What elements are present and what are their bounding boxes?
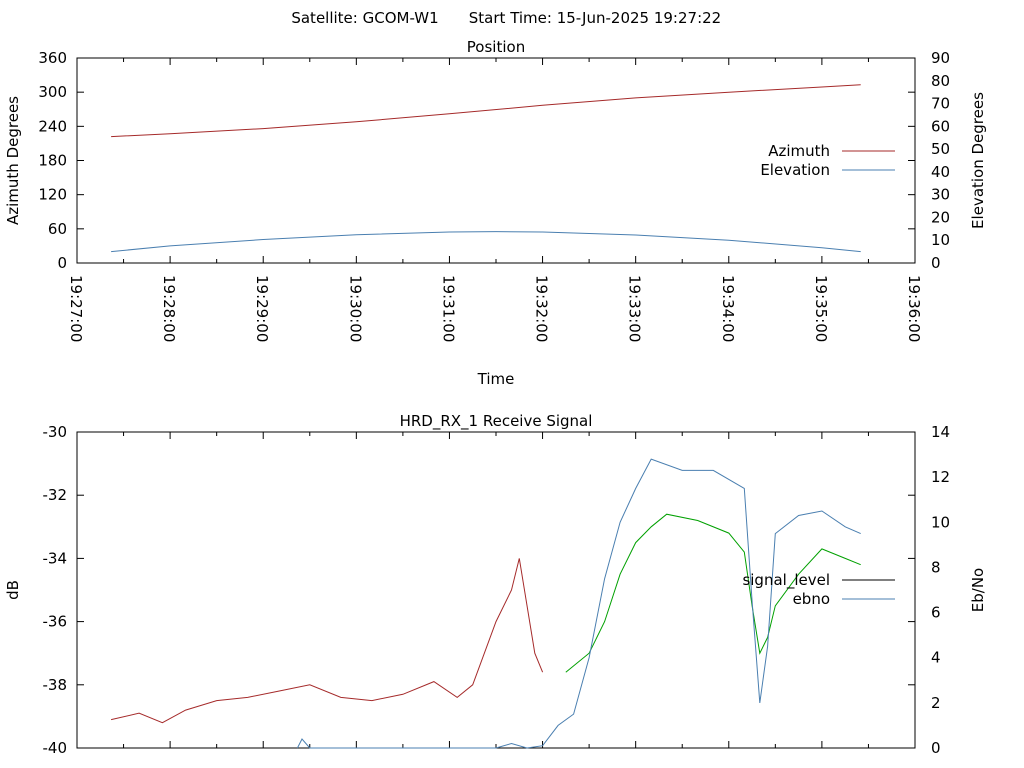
y-tick-label: 300 [38,83,67,101]
figure-title-start-time: Start Time: 15-Jun-2025 19:27:22 [469,9,721,27]
y-tick-label: 240 [38,117,67,135]
legend-label: Azimuth [768,142,830,160]
y2-tick-label: 4 [931,649,941,667]
y2-tick-label: 20 [931,208,950,226]
y-tick-label: -40 [43,739,68,757]
chart-title: HRD_RX_1 Receive Signal [400,412,593,431]
y2-tick-label: 14 [931,423,950,441]
chart-title: Position [467,38,525,56]
y2-tick-label: 2 [931,694,941,712]
y2-tick-label: 12 [931,468,950,486]
y-tick-label: -38 [43,676,68,694]
x-tick-label: 19:30:00 [346,275,364,342]
x-tick-label: 19:31:00 [439,275,457,342]
y-tick-label: 120 [38,186,67,204]
x-tick-label: 19:35:00 [812,275,830,342]
y-tick-label: 360 [38,49,67,67]
x-tick-label: 19:27:00 [67,275,85,342]
receive-signal-plot: HRD_RX_1 Receive Signal -40 -38 -36 -34 -32 -3… [4,412,987,757]
x-tick-label: 19:29:00 [253,275,271,342]
y2-tick-label: 50 [931,140,950,158]
y2-tick-label: 30 [931,186,950,204]
y2-axis-label: Eb/No [969,568,987,612]
legend-label: Elevation [760,161,830,179]
y-axis-label: dB [4,580,22,600]
y-tick-label: -34 [43,549,68,567]
y2-tick-label: 70 [931,95,950,113]
y2-tick-label: 80 [931,72,950,90]
y-tick-label: 0 [57,254,67,272]
y2-tick-label: 0 [931,254,941,272]
y2-tick-label: 6 [931,604,941,622]
y2-tick-label: 8 [931,558,941,576]
x-tick-label: 19:34:00 [719,275,737,342]
y-tick-label: 180 [38,152,67,170]
series-line-Azimuth [111,84,861,138]
x-axis-label: Time [477,370,515,388]
x-tick-label: 19:28:00 [160,275,178,342]
x-tick-label: 19:32:00 [533,275,551,342]
y2-tick-label: 90 [931,49,950,67]
y2-tick-label: 60 [931,117,950,135]
y-tick-label: -30 [43,423,68,441]
legend-label: signal_level [742,571,830,590]
series-line-ebno [296,458,861,749]
y2-tick-label: 10 [931,513,950,531]
series-line-Elevation [111,231,861,253]
figure-title-satellite: Satellite: GCOM-W1 [291,9,438,27]
position-plot: Position 0 60 120 180 240 300 360 0 10 20 30 40 50 60 7… [4,38,987,388]
y2-axis-label: Elevation Degrees [969,92,987,229]
y2-tick-label: 40 [931,163,950,181]
y2-tick-label: 0 [931,739,941,757]
y-tick-label: -32 [43,486,68,504]
y-axis-label: Azimuth Degrees [4,96,22,225]
x-tick-label: 19:36:00 [905,275,923,342]
series-line-signal_level [565,513,861,673]
legend-label: ebno [793,590,830,608]
y-tick-label: 60 [48,220,67,238]
x-tick-label: 19:33:00 [626,275,644,342]
y2-tick-label: 10 [931,231,950,249]
series-line-signal_level [110,558,544,724]
y-tick-label: -36 [43,613,68,631]
plot-frame [76,431,916,749]
